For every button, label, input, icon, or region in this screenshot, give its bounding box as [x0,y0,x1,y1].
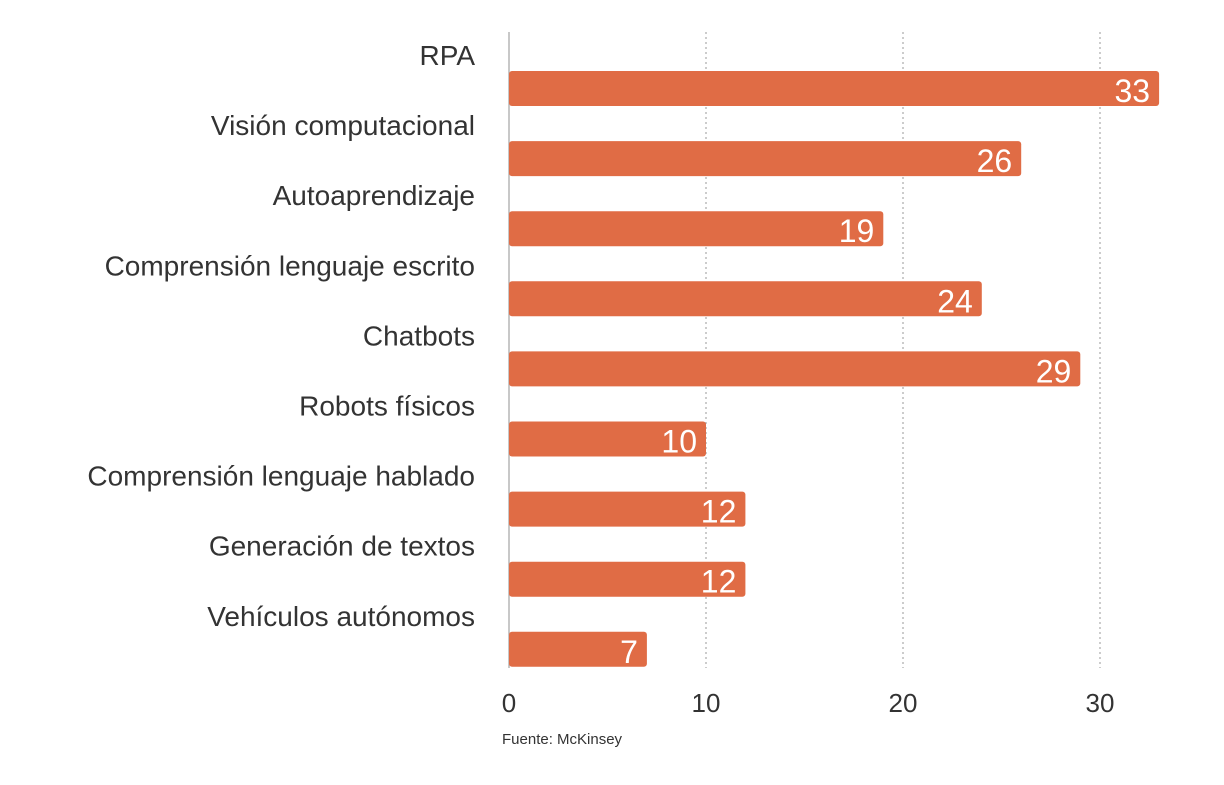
x-tick-label: 0 [502,688,516,718]
category-label: RPA [420,40,476,71]
category-labels: RPA Visión computacional Autoaprendizaje Co… [87,40,475,632]
category-label: Autoaprendizaje [273,180,475,211]
bars [509,71,1160,667]
bar [509,561,746,597]
data-label: 29 [1036,353,1072,389]
data-label: 33 [1115,73,1151,109]
data-label: 26 [977,143,1013,179]
bar [509,281,982,317]
data-label: 19 [839,213,875,249]
data-label: 12 [701,494,737,530]
bar [509,491,746,527]
category-label: Chatbots [363,320,475,351]
category-label: Generación de textos [209,531,475,562]
x-tick-label: 30 [1086,688,1115,718]
bar [509,631,647,667]
category-label: Robots físicos [299,391,475,422]
bar [509,351,1081,387]
category-label: Comprensión lenguaje hablado [87,461,475,492]
category-label: Visión computacional [211,110,475,141]
x-tick-label: 20 [889,688,918,718]
data-label: 10 [661,424,697,460]
bar [509,211,884,247]
category-label: Comprensión lenguaje escrito [105,250,475,281]
data-label: 24 [937,283,973,319]
x-tick-label: 10 [692,688,721,718]
bar [509,141,1022,177]
data-label: 12 [701,564,737,600]
bar [509,71,1160,106]
bar [509,421,706,457]
data-label: 7 [620,634,638,670]
source-note: Fuente: McKinsey [502,731,623,748]
category-label: Vehículos autónomos [207,601,475,632]
x-axis-ticks: 0 10 20 30 [502,688,1115,718]
